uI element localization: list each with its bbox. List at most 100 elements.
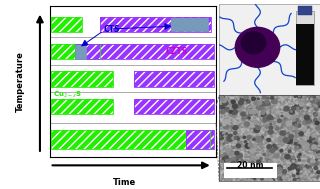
Circle shape [256, 126, 260, 130]
Bar [224, 163, 277, 178]
Circle shape [260, 178, 263, 180]
Circle shape [316, 100, 320, 104]
Circle shape [276, 167, 282, 172]
Circle shape [238, 160, 240, 162]
Circle shape [288, 150, 291, 152]
Circle shape [302, 178, 304, 180]
Circle shape [235, 157, 237, 159]
Circle shape [259, 142, 263, 145]
Circle shape [291, 127, 294, 130]
Circle shape [276, 170, 280, 173]
Circle shape [269, 179, 272, 182]
Circle shape [242, 136, 245, 139]
Circle shape [223, 174, 225, 176]
Circle shape [294, 96, 296, 97]
Circle shape [316, 159, 317, 161]
Circle shape [272, 118, 274, 119]
Bar [76, 44, 214, 59]
Circle shape [235, 140, 237, 142]
Circle shape [290, 158, 294, 161]
Circle shape [314, 113, 317, 117]
Circle shape [285, 179, 288, 181]
Circle shape [294, 146, 299, 150]
Circle shape [253, 168, 259, 172]
Circle shape [268, 163, 270, 165]
Circle shape [258, 101, 262, 105]
Circle shape [253, 106, 254, 107]
Bar [298, 6, 312, 15]
Circle shape [224, 119, 229, 124]
Circle shape [299, 166, 303, 170]
Bar [134, 99, 214, 114]
Circle shape [292, 106, 296, 110]
Circle shape [284, 118, 287, 120]
Circle shape [292, 156, 295, 159]
Circle shape [294, 143, 297, 145]
Bar [134, 99, 214, 114]
Circle shape [225, 107, 229, 111]
Bar [51, 71, 113, 87]
Circle shape [220, 132, 224, 136]
Circle shape [226, 149, 228, 151]
Circle shape [292, 130, 295, 132]
Circle shape [234, 157, 237, 160]
Circle shape [279, 136, 284, 141]
Circle shape [308, 159, 312, 163]
Circle shape [248, 117, 250, 119]
Circle shape [309, 169, 311, 171]
Circle shape [263, 154, 265, 155]
Bar [51, 17, 82, 32]
Circle shape [243, 178, 245, 180]
Circle shape [288, 142, 290, 144]
Circle shape [252, 97, 255, 101]
Circle shape [240, 160, 244, 163]
Circle shape [289, 135, 293, 139]
Circle shape [247, 173, 251, 176]
Circle shape [232, 112, 234, 114]
Circle shape [309, 97, 313, 100]
Circle shape [261, 101, 267, 106]
Circle shape [231, 100, 235, 104]
Bar [51, 130, 210, 149]
Bar [51, 99, 113, 114]
Circle shape [268, 125, 272, 129]
Circle shape [220, 110, 225, 114]
Circle shape [234, 132, 237, 135]
Circle shape [221, 98, 227, 103]
Circle shape [306, 119, 311, 123]
Circle shape [240, 97, 245, 101]
Circle shape [244, 122, 250, 126]
Circle shape [235, 27, 280, 67]
Text: Cu$_{2-x}$S: Cu$_{2-x}$S [53, 90, 82, 100]
Circle shape [312, 135, 315, 137]
Circle shape [307, 166, 308, 168]
Circle shape [314, 142, 317, 145]
Circle shape [274, 154, 279, 158]
Circle shape [225, 157, 230, 162]
Circle shape [304, 178, 307, 180]
Circle shape [225, 133, 228, 135]
Circle shape [292, 132, 295, 135]
Circle shape [287, 158, 292, 162]
Circle shape [304, 147, 307, 150]
Bar [171, 18, 208, 31]
Circle shape [261, 111, 265, 115]
Circle shape [225, 131, 227, 133]
Circle shape [274, 168, 279, 172]
Circle shape [304, 146, 305, 147]
Circle shape [292, 175, 295, 177]
Circle shape [272, 99, 277, 104]
Circle shape [229, 111, 232, 113]
Circle shape [301, 141, 306, 145]
Circle shape [253, 122, 257, 125]
Circle shape [221, 160, 223, 162]
Circle shape [244, 114, 249, 118]
Circle shape [237, 143, 243, 147]
Circle shape [241, 112, 245, 116]
Circle shape [300, 129, 305, 133]
Circle shape [298, 178, 300, 180]
Circle shape [303, 129, 304, 130]
Circle shape [314, 119, 317, 122]
Circle shape [268, 161, 270, 162]
Circle shape [246, 100, 250, 103]
